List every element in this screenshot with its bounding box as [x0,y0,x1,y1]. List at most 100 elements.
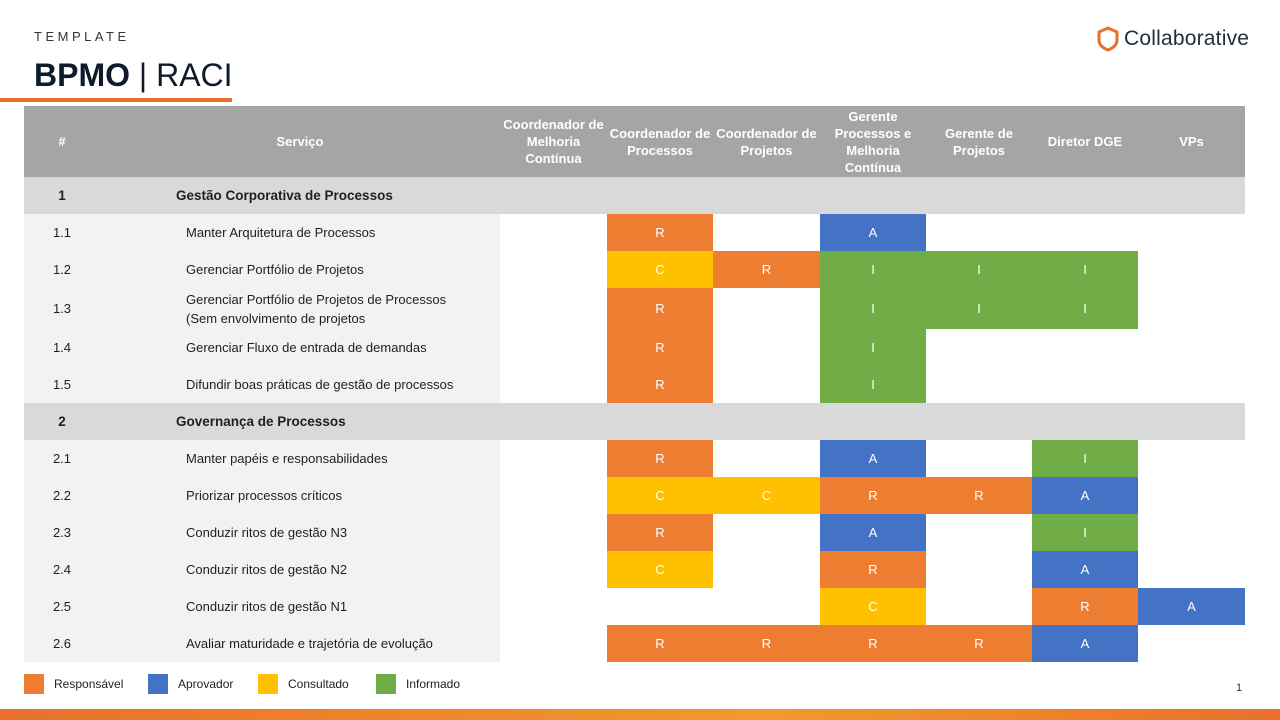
legend-swatch [24,674,44,694]
raci-cell-i: I [820,366,926,403]
table-row: 2.1 Manter papéis e responsabilidades R A I [24,440,1245,477]
raci-cell-empty [500,214,607,251]
footer-bar [0,709,1280,720]
table-row: 2.2 Priorizar processos críticos C C R R A [24,477,1245,514]
raci-cell-empty [1138,214,1245,251]
raci-cell-a: A [820,440,926,477]
raci-cell-empty [926,514,1032,551]
raci-cell-c: C [713,477,820,514]
raci-cell-a: A [820,514,926,551]
collaborative-logo: Collaborative [1096,24,1249,54]
raci-cell-empty [500,588,607,625]
table-row: 1.4 Gerenciar Fluxo de entrada de demanda… [24,329,1245,366]
column-header-role: Diretor DGE [1032,106,1138,177]
table-row: 2.6 Avaliar maturidade e trajetória de ev… [24,625,1245,662]
raci-cell-r: R [820,477,926,514]
row-service: Gerenciar Portfólio de Projetos de Proce… [100,288,500,329]
legend-swatch [376,674,396,694]
raci-cell-empty [1138,366,1245,403]
column-header-service: Serviço [100,106,500,177]
raci-cell-empty [713,440,820,477]
raci-cell-empty [500,625,607,662]
raci-cell-a: A [820,214,926,251]
section-title: Governança de Processos [100,403,1245,440]
raci-cell-empty [713,514,820,551]
raci-cell-empty [1138,477,1245,514]
section-number: 2 [24,403,100,440]
row-service: Gerenciar Fluxo de entrada de demandas [100,329,500,366]
raci-cell-r: R [820,551,926,588]
legend-label: Consultado [288,677,349,691]
raci-cell-empty [713,588,820,625]
raci-cell-empty [926,214,1032,251]
row-number: 2.2 [24,477,100,514]
legend-label: Aprovador [178,677,234,691]
logo-text: Collaborative [1124,27,1250,50]
legend-item: Consultado [258,674,376,694]
raci-cell-empty [713,551,820,588]
raci-cell-empty [500,288,607,329]
row-service: Conduzir ritos de gestão N2 [100,551,500,588]
raci-cell-empty [926,551,1032,588]
raci-cell-i: I [1032,251,1138,288]
raci-cell-c: C [607,551,713,588]
row-service: Manter Arquitetura de Processos [100,214,500,251]
row-number: 2.6 [24,625,100,662]
row-number: 1.1 [24,214,100,251]
table-row: 1.3 Gerenciar Portfólio de Projetos de Pr… [24,288,1245,329]
title-rest: RACI [156,57,233,93]
raci-cell-empty [926,588,1032,625]
title-underline [0,98,232,102]
raci-cell-a: A [1032,625,1138,662]
legend-item: Informado [376,674,476,694]
raci-cell-empty [1138,551,1245,588]
raci-cell-empty [1138,251,1245,288]
raci-cell-c: C [820,588,926,625]
raci-cell-empty [713,214,820,251]
section-number: 1 [24,177,100,214]
raci-cell-empty [500,514,607,551]
raci-cell-r: R [607,214,713,251]
column-header-role: Coordenador de Projetos [713,106,820,177]
row-number: 2.5 [24,588,100,625]
raci-cell-empty [926,440,1032,477]
raci-cell-r: R [607,329,713,366]
raci-cell-r: R [607,514,713,551]
table-row: 1.2 Gerenciar Portfólio de Projetos C R I I I [24,251,1245,288]
raci-cell-r: R [607,440,713,477]
raci-cell-i: I [926,251,1032,288]
column-header-role: Coordenador de Melhoria Contínua [500,106,607,177]
raci-cell-empty [1138,514,1245,551]
raci-cell-r: R [713,251,820,288]
raci-cell-c: C [607,477,713,514]
template-label: TEMPLATE [34,29,130,44]
raci-cell-empty [713,288,820,329]
row-service: Conduzir ritos de gestão N1 [100,588,500,625]
legend-label: Informado [406,677,461,691]
raci-cell-empty [500,251,607,288]
raci-cell-empty [1138,440,1245,477]
page-title: BPMO | RACI [34,56,233,94]
raci-cell-i: I [1032,440,1138,477]
legend-swatch [258,674,278,694]
row-service: Priorizar processos críticos [100,477,500,514]
raci-cell-empty [926,366,1032,403]
row-number: 1.2 [24,251,100,288]
raci-cell-i: I [820,251,926,288]
row-service: Difundir boas práticas de gestão de proc… [100,366,500,403]
collaborative-logo-icon [1097,26,1119,52]
legend-label: Responsável [54,677,124,691]
raci-cell-r: R [820,625,926,662]
raci-cell-a: A [1138,588,1245,625]
raci-cell-empty [926,329,1032,366]
row-service: Avaliar maturidade e trajetória de evolu… [100,625,500,662]
row-service: Conduzir ritos de gestão N3 [100,514,500,551]
column-header-role: Gerente de Projetos [926,106,1032,177]
raci-cell-a: A [1032,551,1138,588]
column-header-num: # [24,106,100,177]
row-number: 1.3 [24,288,100,329]
raci-cell-empty [1138,288,1245,329]
legend-swatch [148,674,168,694]
column-header-role: VPs [1138,106,1245,177]
raci-cell-empty [713,329,820,366]
